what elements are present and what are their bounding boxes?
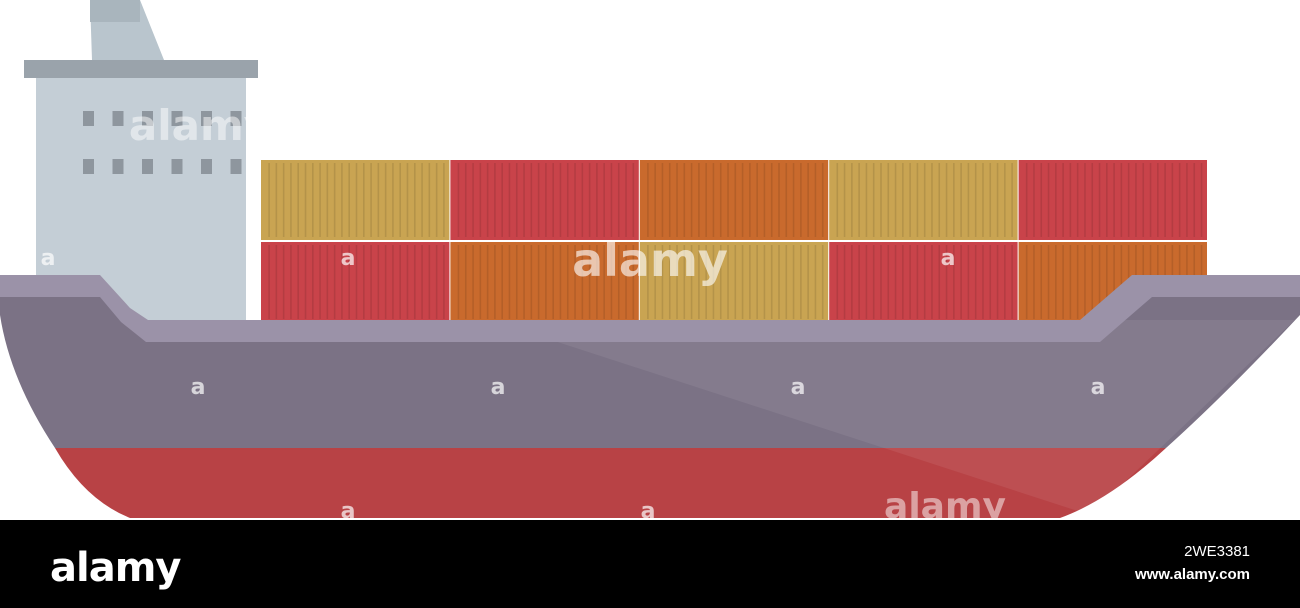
bridge-roof bbox=[24, 60, 258, 78]
bridge-window bbox=[201, 159, 212, 174]
bridge-window bbox=[113, 159, 124, 174]
ship-funnel-cap bbox=[90, 0, 140, 22]
watermark-mark: a bbox=[791, 375, 806, 400]
shipping-container bbox=[450, 160, 638, 240]
shipping-container bbox=[640, 160, 828, 240]
site-url: www.alamy.com bbox=[1135, 566, 1250, 583]
bridge-window bbox=[142, 159, 153, 174]
watermark-brand: alamy bbox=[129, 101, 271, 150]
shipping-container bbox=[261, 160, 449, 240]
watermark-brand: alamy bbox=[572, 233, 728, 287]
shipping-container bbox=[1019, 160, 1207, 240]
watermark-brand: alamy bbox=[884, 486, 1006, 520]
bridge-window bbox=[83, 159, 94, 174]
watermark-mark: a bbox=[1091, 375, 1106, 400]
watermark-mark: a bbox=[491, 375, 506, 400]
watermark-mark: a bbox=[941, 246, 956, 271]
watermark-mark: a bbox=[341, 246, 356, 271]
shipping-container bbox=[829, 160, 1017, 240]
bridge-window bbox=[113, 111, 124, 126]
image-id: 2WE3381 bbox=[1184, 542, 1250, 562]
shipping-container bbox=[829, 242, 1017, 322]
watermark-mark: a bbox=[41, 246, 56, 271]
container-ship-illustration: alamy alamy alamy a a a a a a a a a bbox=[0, 0, 1300, 520]
bridge-window bbox=[172, 159, 183, 174]
watermark-mark: a bbox=[191, 375, 206, 400]
bridge-window bbox=[83, 111, 94, 126]
watermark-mark: a bbox=[341, 499, 356, 520]
container-stack bbox=[261, 160, 1207, 322]
watermark-mark: a bbox=[641, 499, 656, 520]
stock-footer-bar: alamy 2WE3381 www.alamy.com bbox=[0, 520, 1300, 608]
bridge-window bbox=[231, 159, 242, 174]
alamy-logo: alamy bbox=[50, 548, 180, 588]
